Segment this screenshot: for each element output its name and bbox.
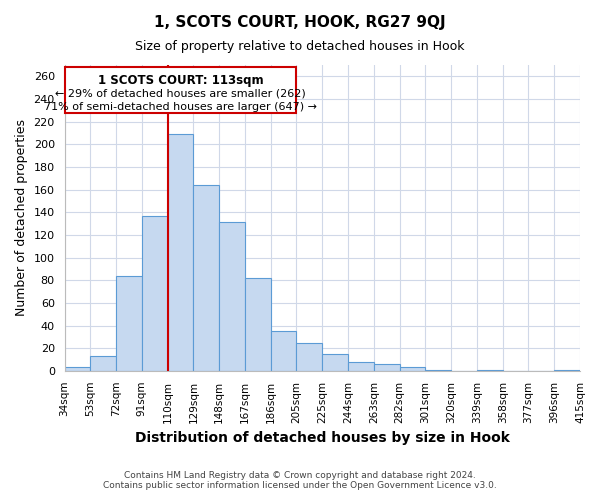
Y-axis label: Number of detached properties: Number of detached properties xyxy=(15,120,28,316)
Bar xyxy=(425,370,451,371)
Bar xyxy=(477,370,503,371)
Bar xyxy=(65,368,91,371)
Bar xyxy=(245,278,271,371)
Bar xyxy=(91,356,116,371)
FancyBboxPatch shape xyxy=(65,68,296,112)
Bar xyxy=(167,134,193,371)
Bar xyxy=(219,222,245,371)
Bar xyxy=(116,276,142,371)
Text: 1 SCOTS COURT: 113sqm: 1 SCOTS COURT: 113sqm xyxy=(98,74,263,87)
Bar xyxy=(374,364,400,371)
Bar xyxy=(193,185,219,371)
Bar xyxy=(348,362,374,371)
Bar xyxy=(142,216,167,371)
Bar xyxy=(400,368,425,371)
X-axis label: Distribution of detached houses by size in Hook: Distribution of detached houses by size … xyxy=(135,431,510,445)
Text: 71% of semi-detached houses are larger (647) →: 71% of semi-detached houses are larger (… xyxy=(44,102,317,113)
Bar xyxy=(554,370,580,371)
Bar xyxy=(271,331,296,371)
Text: 1, SCOTS COURT, HOOK, RG27 9QJ: 1, SCOTS COURT, HOOK, RG27 9QJ xyxy=(154,15,446,30)
Bar xyxy=(296,342,322,371)
Text: ← 29% of detached houses are smaller (262): ← 29% of detached houses are smaller (26… xyxy=(55,89,306,99)
Text: Size of property relative to detached houses in Hook: Size of property relative to detached ho… xyxy=(135,40,465,53)
Bar xyxy=(322,354,348,371)
Text: Contains HM Land Registry data © Crown copyright and database right 2024.
Contai: Contains HM Land Registry data © Crown c… xyxy=(103,470,497,490)
